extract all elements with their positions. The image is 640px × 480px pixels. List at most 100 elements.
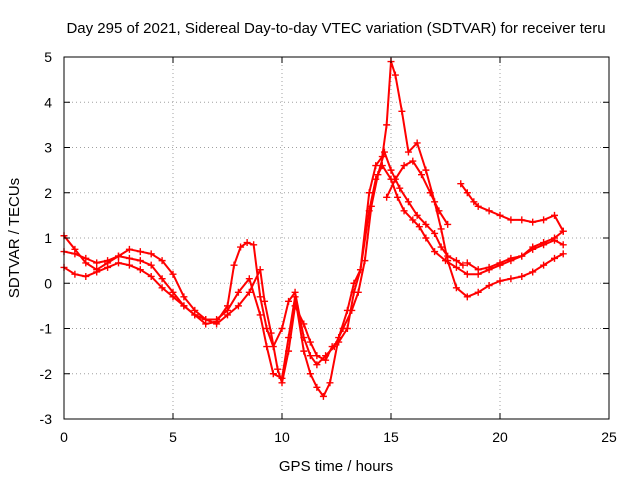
data-point bbox=[559, 250, 567, 258]
y-axis-title: SDTVAR / TECUs bbox=[6, 178, 23, 298]
series-line bbox=[63, 164, 564, 384]
data-point bbox=[147, 272, 155, 280]
x-tick-label: 10 bbox=[274, 429, 290, 445]
data-point bbox=[278, 374, 286, 382]
data-point bbox=[400, 207, 408, 215]
data-point bbox=[136, 257, 144, 265]
data-point bbox=[372, 162, 380, 170]
x-tick-label: 5 bbox=[169, 429, 177, 445]
x-tick-label: 20 bbox=[492, 429, 508, 445]
data-point bbox=[507, 275, 515, 283]
data-point bbox=[398, 107, 406, 115]
data-point bbox=[319, 392, 327, 400]
data-point bbox=[125, 254, 133, 262]
data-point bbox=[213, 318, 221, 326]
data-point bbox=[158, 284, 166, 292]
data-point bbox=[300, 347, 308, 355]
data-point bbox=[278, 325, 286, 332]
series-line bbox=[385, 160, 449, 225]
data-point bbox=[540, 216, 548, 224]
data-point bbox=[158, 257, 166, 265]
data-point bbox=[256, 266, 264, 274]
data-point bbox=[104, 263, 112, 271]
data-point bbox=[459, 261, 467, 269]
data-point bbox=[474, 202, 482, 210]
data-point bbox=[261, 297, 269, 305]
x-tick-label: 25 bbox=[601, 429, 617, 445]
data-point bbox=[180, 293, 188, 301]
data-point bbox=[457, 180, 465, 188]
data-point bbox=[485, 263, 493, 271]
data-point bbox=[306, 352, 314, 360]
data-point bbox=[496, 211, 504, 219]
y-tick-label: 0 bbox=[44, 275, 52, 291]
data-point bbox=[559, 227, 567, 235]
data-point bbox=[374, 171, 382, 179]
data-point bbox=[431, 229, 439, 237]
y-tick-label: 3 bbox=[44, 140, 52, 156]
data-point bbox=[367, 202, 375, 210]
data-point bbox=[437, 225, 445, 233]
data-point bbox=[391, 175, 399, 183]
data-point bbox=[422, 234, 430, 242]
data-point bbox=[415, 223, 423, 231]
data-point bbox=[224, 302, 231, 310]
data-point bbox=[71, 270, 79, 278]
data-point bbox=[256, 311, 264, 319]
data-point bbox=[71, 250, 79, 258]
data-point bbox=[234, 288, 242, 296]
data-point bbox=[115, 252, 122, 260]
data-point bbox=[387, 166, 395, 174]
series-line bbox=[63, 151, 464, 366]
data-point bbox=[496, 277, 504, 285]
data-point bbox=[250, 241, 258, 249]
data-point bbox=[230, 261, 238, 269]
data-point bbox=[125, 245, 133, 253]
series-track-e bbox=[457, 180, 567, 235]
data-point bbox=[452, 263, 460, 271]
data-point bbox=[306, 370, 314, 378]
data-point bbox=[136, 266, 144, 274]
data-point bbox=[404, 148, 412, 156]
data-point bbox=[540, 261, 548, 269]
x-tick-label: 0 bbox=[60, 429, 68, 445]
data-point bbox=[431, 248, 439, 256]
y-tick-label: 2 bbox=[44, 185, 52, 201]
data-point bbox=[147, 250, 155, 258]
data-point bbox=[404, 198, 412, 206]
data-point bbox=[529, 268, 537, 276]
data-point bbox=[82, 272, 90, 280]
data-point bbox=[518, 252, 526, 260]
data-point bbox=[350, 279, 358, 287]
data-point bbox=[313, 352, 321, 360]
data-point bbox=[306, 338, 314, 346]
data-point bbox=[485, 207, 493, 215]
data-point bbox=[426, 189, 434, 197]
data-point bbox=[507, 216, 515, 224]
data-point bbox=[409, 157, 417, 165]
data-point bbox=[518, 272, 526, 280]
grid-lines bbox=[64, 57, 609, 419]
data-point bbox=[147, 261, 155, 269]
data-point bbox=[463, 189, 471, 197]
data-point bbox=[396, 184, 404, 192]
data-point bbox=[551, 211, 558, 219]
data-point bbox=[437, 243, 445, 251]
data-point bbox=[313, 383, 321, 391]
data-point bbox=[452, 257, 460, 265]
y-tick-label: -1 bbox=[40, 321, 53, 337]
data-point bbox=[435, 207, 443, 215]
data-point bbox=[93, 268, 101, 276]
data-point bbox=[245, 288, 253, 296]
data-point bbox=[269, 370, 277, 378]
data-point bbox=[104, 257, 112, 265]
data-point bbox=[93, 259, 101, 267]
series-track-f bbox=[463, 236, 567, 274]
x-tick-label: 15 bbox=[383, 429, 399, 445]
data-point bbox=[383, 193, 391, 201]
data-point bbox=[559, 241, 567, 249]
data-point bbox=[485, 282, 493, 290]
data-point bbox=[452, 284, 460, 292]
data-point bbox=[463, 293, 471, 301]
